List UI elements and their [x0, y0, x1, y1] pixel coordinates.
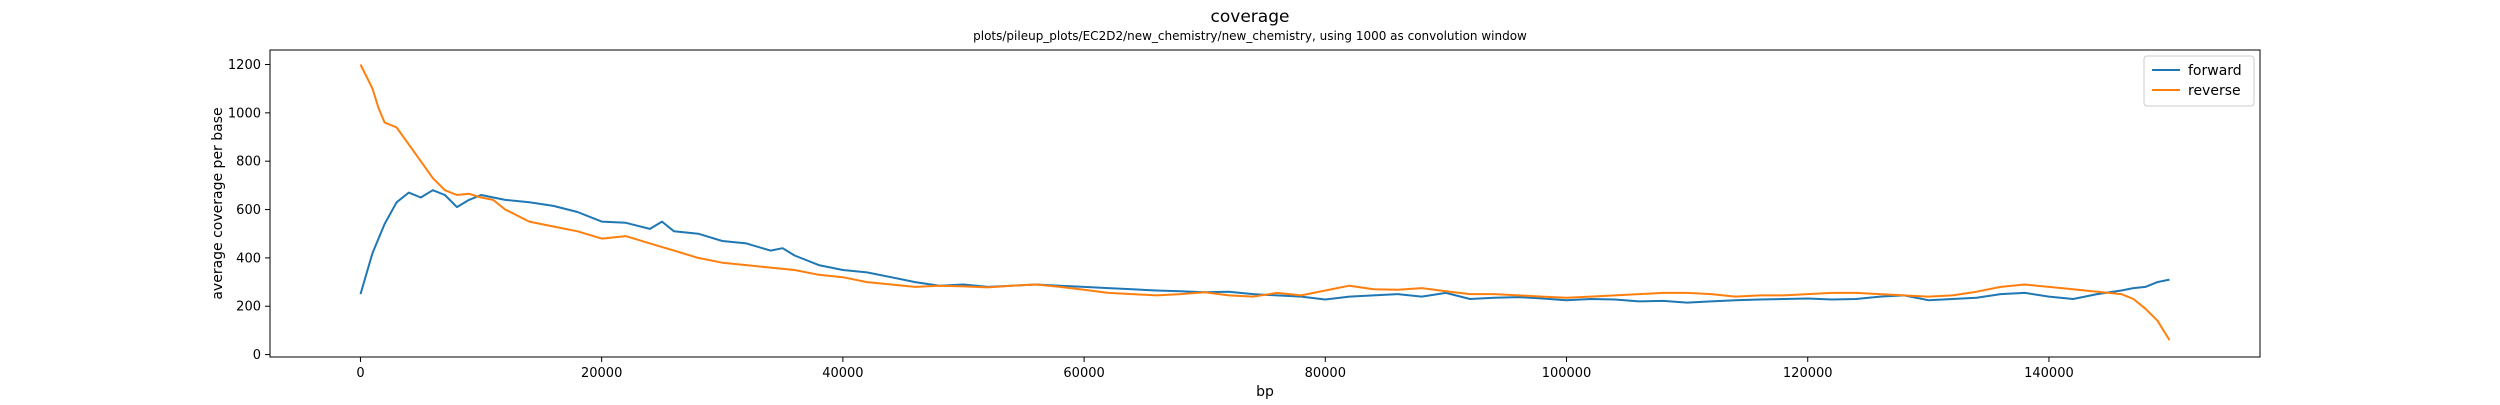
y-tick-label: 400 — [236, 251, 261, 266]
legend-label-forward: forward — [2188, 63, 2242, 79]
y-tick-label: 600 — [236, 203, 261, 218]
x-tick-label: 80000 — [1305, 366, 1346, 381]
x-axis: 0 20000 40000 60000 80000 100000 120000 140000 — [356, 357, 2074, 381]
chart-title: coverage — [1211, 7, 1290, 27]
chart-subtitle: plots/pileup_plots/EC2D2/new_chemistry/n… — [973, 29, 1527, 43]
x-tick-label: 60000 — [1063, 366, 1104, 381]
series-lines — [359, 64, 2171, 341]
x-tick-label: 120000 — [1783, 366, 1833, 381]
legend: forward reverse — [2143, 55, 2255, 107]
series-line-forward — [359, 189, 2170, 304]
x-tick-label: 100000 — [1542, 366, 1592, 381]
x-tick-label: 20000 — [581, 366, 622, 381]
x-axis-label: bp — [1256, 384, 1274, 400]
plot-area: 0 20000 40000 60000 80000 100000 120000 140000 … — [228, 49, 2261, 381]
series-line-reverse — [359, 64, 2171, 341]
x-tick-label: 0 — [356, 366, 364, 381]
y-tick-label: 1200 — [228, 58, 261, 73]
legend-box — [2143, 55, 2255, 107]
y-tick-label: 1000 — [228, 106, 261, 121]
y-tick-label: 800 — [236, 155, 261, 170]
x-tick-label: 140000 — [2024, 366, 2074, 381]
y-tick-label: 0 — [253, 348, 261, 363]
y-axis-label: average coverage per base — [210, 107, 226, 299]
x-tick-label: 40000 — [822, 366, 863, 381]
y-tick-label: 200 — [236, 300, 261, 315]
y-axis: 0 200 400 600 800 1000 1200 — [228, 58, 270, 363]
plot-frame — [269, 49, 2261, 358]
legend-label-reverse: reverse — [2188, 83, 2241, 99]
